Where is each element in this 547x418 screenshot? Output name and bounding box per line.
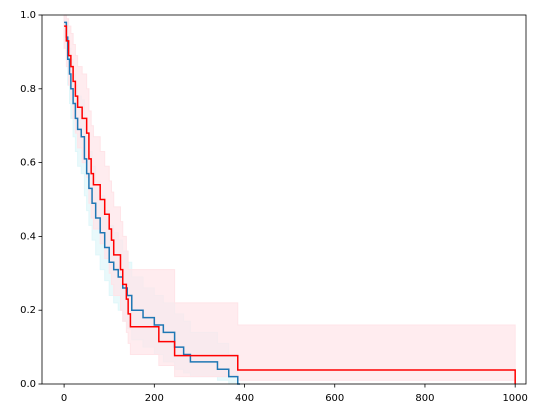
x-tick-label: 1000 — [502, 393, 527, 404]
y-tick-label: 1.0 — [20, 10, 36, 21]
axes-frame — [41, 14, 527, 385]
survival-line — [64, 21, 241, 385]
y-tick-label: 0.6 — [20, 158, 36, 169]
x-tick-label: 800 — [415, 393, 434, 404]
survival-line — [64, 25, 516, 384]
x-tick-label: 0 — [61, 393, 67, 404]
y-tick-label: 0.8 — [20, 84, 36, 95]
confidence-band — [63, 14, 516, 384]
y-tick-label: 0.4 — [20, 231, 36, 242]
y-tick-label: 0.0 — [20, 379, 36, 390]
x-tick-label: 200 — [145, 393, 164, 404]
x-tick-label: 400 — [235, 393, 254, 404]
y-tick-label: 0.2 — [20, 305, 36, 316]
x-tick-label: 600 — [325, 393, 344, 404]
